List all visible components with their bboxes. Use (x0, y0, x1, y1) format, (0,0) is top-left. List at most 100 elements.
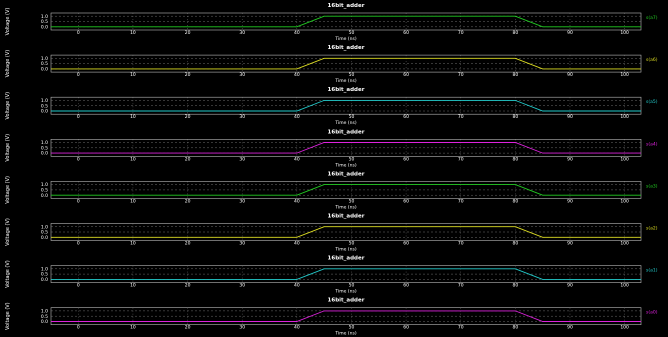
x-tick-label: 80 (512, 72, 518, 78)
y-tick-label: 0.0 (41, 277, 48, 283)
series-line (51, 142, 641, 154)
x-tick-label: 20 (185, 72, 191, 78)
x-axis-label: Time (ns) (334, 36, 356, 42)
x-tick-label: 100 (620, 114, 629, 120)
x-tick-label: 30 (239, 325, 245, 331)
x-tick-label: 70 (458, 72, 464, 78)
chart-panel: 16bit_adder 0.00.51.0 0 10 20 30 40 50 60 70 80 90 1… (5, 45, 658, 84)
x-axis-label: Time (ns) (334, 78, 356, 84)
x-tick-label: 0 (77, 114, 80, 120)
x-axis-label: Time (ns) (334, 204, 356, 210)
y-axis-label: Voltage (V) (5, 50, 11, 78)
x-tick-label: 90 (567, 198, 573, 204)
x-tick-label: 30 (239, 30, 245, 36)
legend-label: s(a0) (646, 310, 658, 316)
legend-label: s(a5) (646, 99, 658, 105)
x-tick-label: 30 (239, 114, 245, 120)
y-tick-label: 0.5 (41, 188, 48, 194)
series-line (51, 226, 641, 238)
chart-title: 16bit_adder (328, 45, 365, 51)
x-axis-label: Time (ns) (334, 162, 356, 168)
x-tick-label: 100 (620, 72, 629, 78)
y-tick-label: 1.0 (41, 56, 48, 62)
x-tick-label: 0 (77, 72, 80, 78)
x-tick-label: 100 (620, 30, 629, 36)
x-tick-label: 10 (130, 156, 136, 162)
x-tick-label: 50 (349, 156, 355, 162)
x-tick-label: 80 (512, 30, 518, 36)
y-tick-label: 1.0 (41, 14, 48, 20)
x-tick-label: 20 (185, 241, 191, 247)
y-tick-label: 1.0 (41, 224, 48, 230)
chart-panel: 16bit_adder 0.00.51.0 0 10 20 30 40 50 60 70 80 90 1… (5, 171, 658, 210)
x-tick-label: 50 (349, 325, 355, 331)
x-tick-label: 90 (567, 72, 573, 78)
x-tick-label: 30 (239, 283, 245, 289)
x-tick-label: 20 (185, 325, 191, 331)
x-tick-label: 100 (620, 198, 629, 204)
x-tick-label: 30 (239, 198, 245, 204)
x-tick-label: 0 (77, 241, 80, 247)
chart-title: 16bit_adder (328, 3, 365, 9)
series-line (51, 184, 641, 196)
x-tick-label: 100 (620, 283, 629, 289)
y-axis-label: Voltage (V) (5, 176, 11, 204)
legend-label: s(a7) (646, 15, 658, 21)
y-axis-label: Voltage (V) (5, 8, 11, 36)
chart-title: 16bit_adder (328, 298, 365, 304)
x-tick-label: 10 (130, 198, 136, 204)
x-tick-label: 60 (403, 325, 409, 331)
x-tick-label: 20 (185, 156, 191, 162)
x-tick-label: 90 (567, 283, 573, 289)
chart-title: 16bit_adder (328, 256, 365, 262)
x-tick-label: 10 (130, 30, 136, 36)
x-tick-label: 40 (294, 241, 300, 247)
x-tick-label: 90 (567, 114, 573, 120)
x-tick-label: 90 (567, 241, 573, 247)
x-tick-label: 40 (294, 198, 300, 204)
series-line (51, 310, 641, 322)
x-tick-label: 10 (130, 114, 136, 120)
x-tick-label: 40 (294, 156, 300, 162)
y-axis-label: Voltage (V) (5, 260, 11, 288)
y-tick-label: 0.5 (41, 103, 48, 109)
x-tick-label: 60 (403, 72, 409, 78)
y-tick-label: 1.0 (41, 182, 48, 188)
x-tick-label: 80 (512, 156, 518, 162)
x-axis-label: Time (ns) (334, 247, 356, 253)
y-tick-label: 0.0 (41, 319, 48, 325)
chart-panel: 16bit_adder 0.00.51.0 0 10 20 30 40 50 60 70 80 90 1… (5, 129, 658, 168)
chart-title: 16bit_adder (328, 214, 365, 220)
x-tick-label: 30 (239, 156, 245, 162)
x-tick-label: 30 (239, 241, 245, 247)
x-axis-label: Time (ns) (334, 120, 356, 126)
x-tick-label: 10 (130, 325, 136, 331)
x-tick-label: 60 (403, 241, 409, 247)
y-tick-label: 1.0 (41, 98, 48, 104)
x-tick-label: 40 (294, 72, 300, 78)
chart-panel: 16bit_adder 0.00.51.0 0 10 20 30 40 50 60 70 80 90 1… (5, 87, 658, 126)
x-tick-label: 100 (620, 325, 629, 331)
x-tick-label: 40 (294, 283, 300, 289)
x-tick-label: 50 (349, 241, 355, 247)
chart-panel: 16bit_adder 0.00.51.0 0 10 20 30 40 50 60 70 80 90 1… (5, 214, 658, 253)
x-tick-label: 20 (185, 283, 191, 289)
y-tick-label: 0.5 (41, 314, 48, 320)
x-tick-label: 70 (458, 114, 464, 120)
legend-label: s(a3) (646, 183, 658, 189)
x-tick-label: 0 (77, 156, 80, 162)
legend-label: s(a1) (646, 268, 658, 274)
x-tick-label: 70 (458, 198, 464, 204)
x-tick-label: 90 (567, 325, 573, 331)
legend-label: s(a2) (646, 226, 658, 232)
x-tick-label: 30 (239, 72, 245, 78)
x-tick-label: 80 (512, 198, 518, 204)
y-tick-label: 0.5 (41, 272, 48, 278)
x-tick-label: 80 (512, 283, 518, 289)
series-line (51, 15, 641, 28)
x-tick-label: 90 (567, 30, 573, 36)
x-tick-label: 80 (512, 241, 518, 247)
legend-label: s(a6) (646, 57, 658, 63)
x-tick-label: 100 (620, 156, 629, 162)
x-tick-label: 70 (458, 325, 464, 331)
